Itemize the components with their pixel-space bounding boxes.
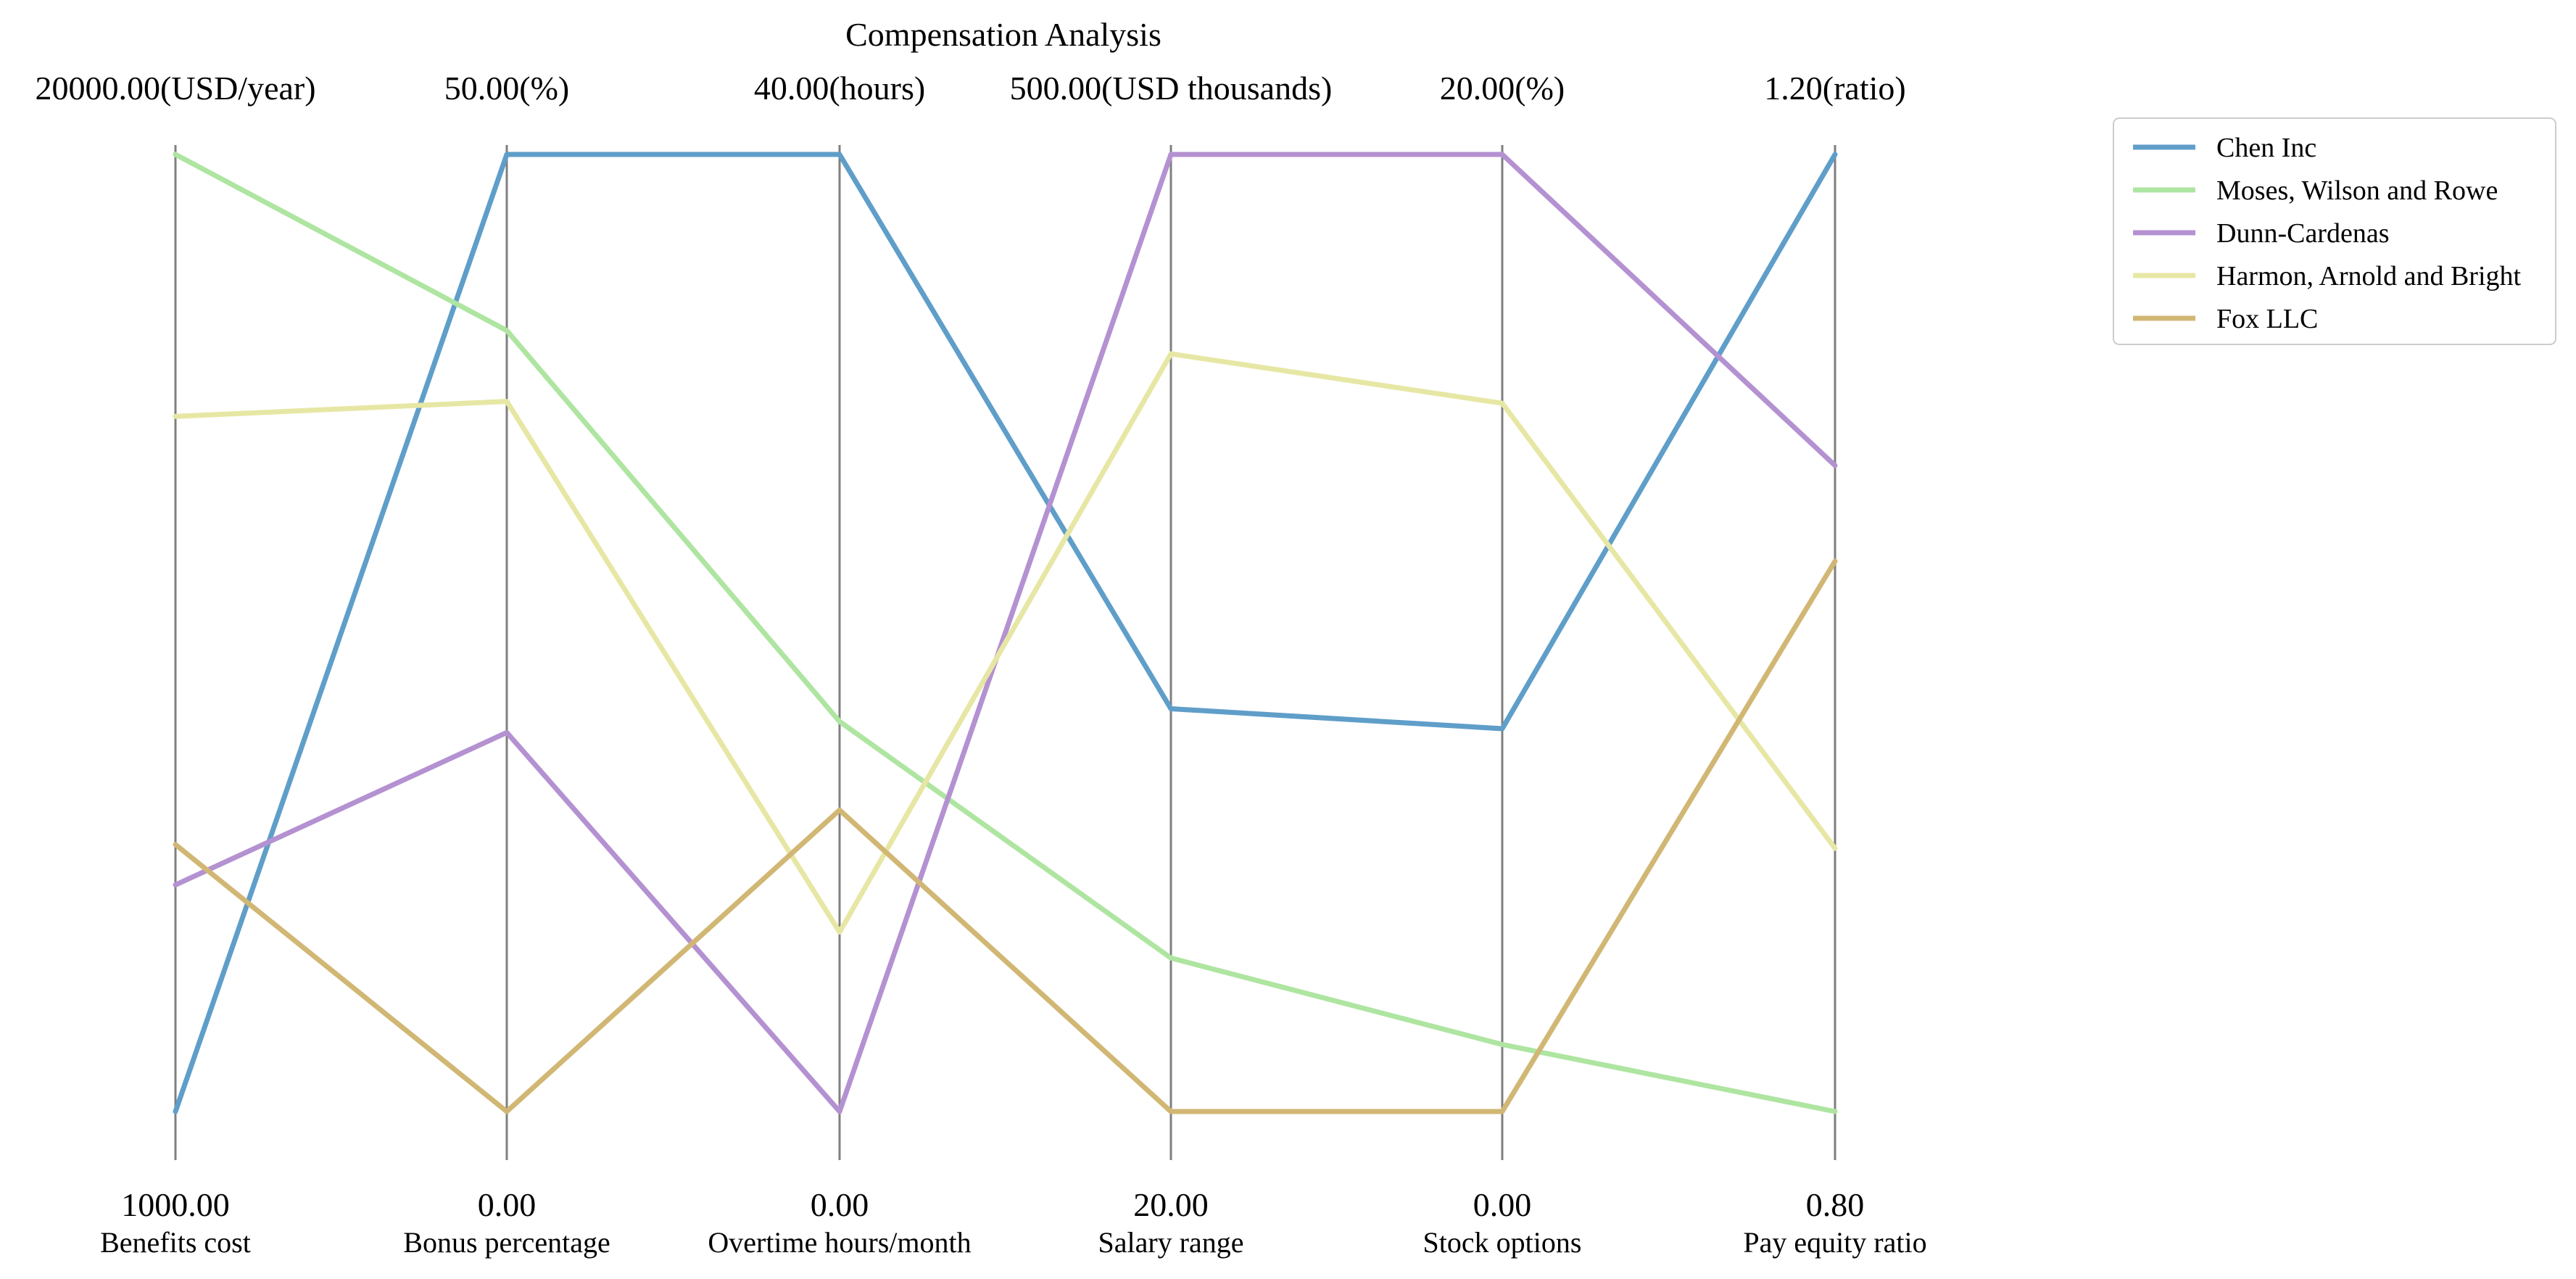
axis-min-label-benefits-cost: 1000.00 bbox=[121, 1186, 230, 1223]
chart-title: Compensation Analysis bbox=[845, 16, 1161, 53]
legend-label-harmon-arnold-and-bright: Harmon, Arnold and Bright bbox=[2216, 261, 2522, 291]
axis-min-label-pay-equity-ratio: 0.80 bbox=[1806, 1186, 1865, 1223]
legend-box bbox=[2113, 117, 2556, 345]
axis-max-label-benefits-cost: 20000.00(USD/year) bbox=[35, 70, 315, 107]
legend-label-moses-wilson-and-rowe: Moses, Wilson and Rowe bbox=[2216, 175, 2498, 206]
axis-max-label-pay-equity-ratio: 1.20(ratio) bbox=[1764, 70, 1905, 107]
legend-label-dunn-cardenas: Dunn-Cardenas bbox=[2216, 218, 2389, 249]
series-line-harmon-arnold-and-bright bbox=[173, 351, 1838, 935]
axis-max-label-bonus-percentage: 50.00(%) bbox=[444, 70, 569, 107]
axis-name-pay-equity-ratio: Pay equity ratio bbox=[1743, 1226, 1926, 1259]
axis-min-label-bonus-percentage: 0.00 bbox=[478, 1186, 537, 1223]
series-line-dunn-cardenas bbox=[173, 152, 1838, 1114]
axis-max-label-salary-range: 500.00(USD thousands) bbox=[1010, 70, 1333, 107]
axis-name-bonus-percentage: Bonus percentage bbox=[403, 1226, 610, 1259]
series-lines bbox=[173, 152, 1838, 1114]
legend-label-chen-inc: Chen Inc bbox=[2216, 133, 2316, 163]
series-line-fox-llc bbox=[173, 558, 1838, 1114]
axis-max-label-stock-options: 20.00(%) bbox=[1440, 70, 1565, 107]
axis-name-overtime-hours-month: Overtime hours/month bbox=[708, 1226, 971, 1259]
axis-min-label-overtime-hours-month: 0.00 bbox=[811, 1186, 869, 1223]
series-line-moses-wilson-and-rowe bbox=[173, 152, 1838, 1114]
series-line-chen-inc bbox=[173, 152, 1838, 1114]
axis-name-benefits-cost: Benefits cost bbox=[100, 1226, 251, 1259]
axis-min-label-salary-range: 20.00 bbox=[1133, 1186, 1209, 1223]
legend-items: Chen Inc Moses, Wilson and Rowe Dunn-Carde… bbox=[2133, 133, 2522, 334]
legend-label-fox-llc: Fox LLC bbox=[2216, 304, 2318, 334]
legend: Chen Inc Moses, Wilson and Rowe Dunn-Carde… bbox=[2113, 117, 2556, 345]
axis-name-stock-options: Stock options bbox=[1423, 1226, 1582, 1259]
axis-name-salary-range: Salary range bbox=[1098, 1226, 1243, 1259]
axis-min-label-stock-options: 0.00 bbox=[1473, 1186, 1532, 1223]
axis-max-label-overtime-hours-month: 40.00(hours) bbox=[754, 70, 925, 107]
